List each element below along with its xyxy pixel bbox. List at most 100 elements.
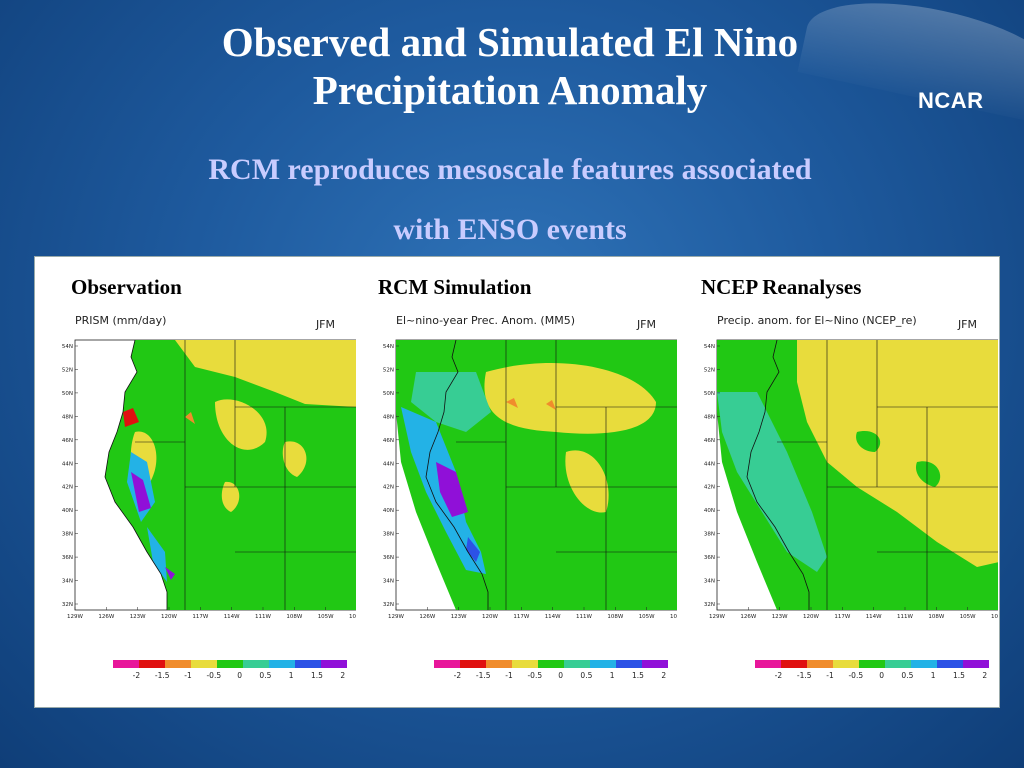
lon-tick-label: 111W [576, 614, 592, 620]
colorbar-label: -1.5 [797, 671, 812, 680]
colorbar-label: 0.5 [901, 671, 913, 680]
colorbar-label: -2 [775, 671, 783, 680]
colorbar-label: 2 [982, 671, 987, 680]
precip-map-ncep: Precip. anom. for El~Nino (NCEP_re) JFM 54… [704, 314, 998, 680]
colorbar-label: 0.5 [259, 671, 271, 680]
colorbar-label: -2 [133, 671, 141, 680]
anomaly-region [565, 450, 609, 513]
lat-tick-label: 38N [383, 532, 394, 538]
lon-tick-label: 117W [834, 614, 850, 620]
panel-ncep: NCEP Reanalyses Precip. anom. for El~Nin… [677, 257, 998, 707]
colorbar-swatch [269, 660, 295, 668]
anomaly-field [717, 340, 998, 610]
precip-map-rcm: El~nino-year Prec. Anom. (MM5) JFM 54N 52N 5… [383, 314, 677, 680]
map-season: JFM [315, 318, 335, 331]
lat-tick-label: 32N [383, 602, 394, 608]
lon-tick-label: 117W [192, 614, 208, 620]
lon-tick-label: 120W [482, 614, 498, 620]
map-season: JFM [636, 318, 656, 331]
lat-tick-label: 52N [62, 367, 73, 373]
lat-tick-label: 36N [704, 555, 715, 561]
lon-tick-label: 117W [513, 614, 529, 620]
anomaly-region [915, 461, 941, 487]
lon-tick-label: 105W [318, 614, 334, 620]
colorbar-label: 2 [340, 671, 345, 680]
lon-tick-label: 123W [772, 614, 788, 620]
lat-tick-label: 46N [704, 438, 715, 444]
anomaly-region [797, 340, 998, 567]
colorbar-label: 0 [558, 671, 563, 680]
lon-tick-label: 114W [224, 614, 240, 620]
colorbar-swatch [217, 660, 243, 668]
lon-tick-label: 102W [349, 614, 356, 620]
lat-tick-label: 42N [704, 485, 715, 491]
lat-tick-label: 48N [704, 414, 715, 420]
lat-tick-label: 52N [383, 367, 394, 373]
colorbar-swatch [885, 660, 911, 668]
lat-tick-label: 48N [383, 414, 394, 420]
lat-tick-label: 32N [62, 602, 73, 608]
colorbar-label: -1 [184, 671, 192, 680]
lon-tick-label: 102W [670, 614, 677, 620]
anomaly-region [436, 462, 468, 517]
lat-tick-label: 36N [383, 555, 394, 561]
anomaly-region [123, 408, 139, 427]
anomaly-region [147, 527, 167, 582]
colorbar-label: -0.5 [848, 671, 863, 680]
map-title: Precip. anom. for El~Nino (NCEP_re) [717, 314, 917, 327]
anomaly-region [717, 392, 827, 572]
panel-heading: RCM Simulation [378, 275, 532, 299]
colorbar-swatch [807, 660, 833, 668]
anomaly-region [175, 340, 356, 407]
lat-tick-label: 52N [704, 367, 715, 373]
colorbar-label: 1 [289, 671, 294, 680]
lon-tick-label: 108W [928, 614, 944, 620]
colorbar-swatch [859, 660, 885, 668]
lon-tick-label: 114W [545, 614, 561, 620]
anomaly-region [221, 481, 240, 512]
title-line-1: Observed and Simulated El Nino [221, 19, 799, 65]
colorbar-swatch [165, 660, 191, 668]
colorbar-swatch [590, 660, 616, 668]
lon-tick-label: 126W [419, 614, 435, 620]
colorbar-swatch [781, 660, 807, 668]
anomaly-region [506, 398, 518, 408]
lat-tick-label: 42N [62, 485, 73, 491]
anomaly-region [131, 472, 151, 512]
lon-tick-label: 111W [897, 614, 913, 620]
map-season: JFM [957, 318, 977, 331]
colorbar-label: -0.5 [206, 671, 221, 680]
lon-tick-label: 129W [709, 614, 725, 620]
coastline [425, 340, 489, 610]
lat-tick-label: 40N [62, 508, 73, 514]
colorbar-swatch [512, 660, 538, 668]
anomaly-region [185, 412, 195, 424]
colorbar-swatch [963, 660, 989, 668]
lon-tick-label: 108W [607, 614, 623, 620]
colorbar-swatch [321, 660, 347, 668]
state-borders [456, 340, 677, 610]
lon-tick-label: 102W [991, 614, 998, 620]
colorbar-label: 1.5 [953, 671, 965, 680]
lat-tick-label: 34N [704, 579, 715, 585]
colorbar-label: 1 [610, 671, 615, 680]
colorbar-swatch [642, 660, 668, 668]
colorbar-swatch [113, 660, 139, 668]
colorbar-swatch [434, 660, 460, 668]
anomaly-region [484, 363, 656, 434]
lat-tick-label: 46N [383, 438, 394, 444]
colorbar-swatch [755, 660, 781, 668]
title-line-2: Precipitation Anomaly [312, 67, 708, 114]
colorbar-label: 0 [879, 671, 884, 680]
colorbar-label: -1 [505, 671, 513, 680]
ncar-logo: NCAR [918, 88, 984, 113]
lat-tick-label: 54N [62, 344, 73, 350]
lat-tick-label: 44N [704, 461, 715, 467]
colorbar-swatch [911, 660, 937, 668]
lat-tick-label: 40N [704, 508, 715, 514]
lat-tick-label: 34N [62, 579, 73, 585]
state-borders [777, 340, 998, 610]
colorbar-swatch [191, 660, 217, 668]
colorbar-swatch [833, 660, 859, 668]
lon-tick-label: 120W [161, 614, 177, 620]
